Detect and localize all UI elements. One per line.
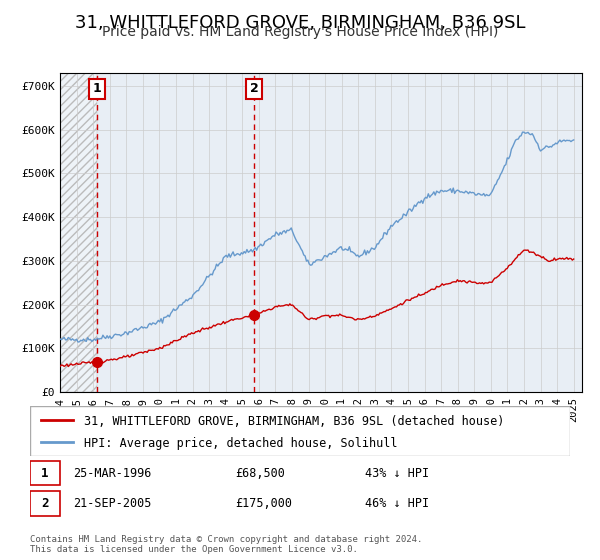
Text: £175,000: £175,000 <box>235 497 292 510</box>
Text: 31, WHITTLEFORD GROVE, BIRMINGHAM, B36 9SL (detached house): 31, WHITTLEFORD GROVE, BIRMINGHAM, B36 9… <box>84 414 505 428</box>
Text: 1: 1 <box>92 82 101 95</box>
Text: 25-MAR-1996: 25-MAR-1996 <box>73 466 152 480</box>
Text: 46% ↓ HPI: 46% ↓ HPI <box>365 497 429 510</box>
Text: 1: 1 <box>41 466 49 480</box>
FancyBboxPatch shape <box>30 491 60 516</box>
Text: Price paid vs. HM Land Registry's House Price Index (HPI): Price paid vs. HM Land Registry's House … <box>102 25 498 39</box>
Text: 2: 2 <box>250 82 259 95</box>
Text: Contains HM Land Registry data © Crown copyright and database right 2024.
This d: Contains HM Land Registry data © Crown c… <box>30 535 422 554</box>
FancyBboxPatch shape <box>30 406 570 456</box>
Text: HPI: Average price, detached house, Solihull: HPI: Average price, detached house, Soli… <box>84 437 398 450</box>
Text: 2: 2 <box>41 497 49 510</box>
Text: £68,500: £68,500 <box>235 466 285 480</box>
Text: 43% ↓ HPI: 43% ↓ HPI <box>365 466 429 480</box>
Bar <box>60 73 97 392</box>
FancyBboxPatch shape <box>30 461 60 486</box>
Text: 31, WHITTLEFORD GROVE, BIRMINGHAM, B36 9SL: 31, WHITTLEFORD GROVE, BIRMINGHAM, B36 9… <box>75 14 525 32</box>
Text: 21-SEP-2005: 21-SEP-2005 <box>73 497 152 510</box>
